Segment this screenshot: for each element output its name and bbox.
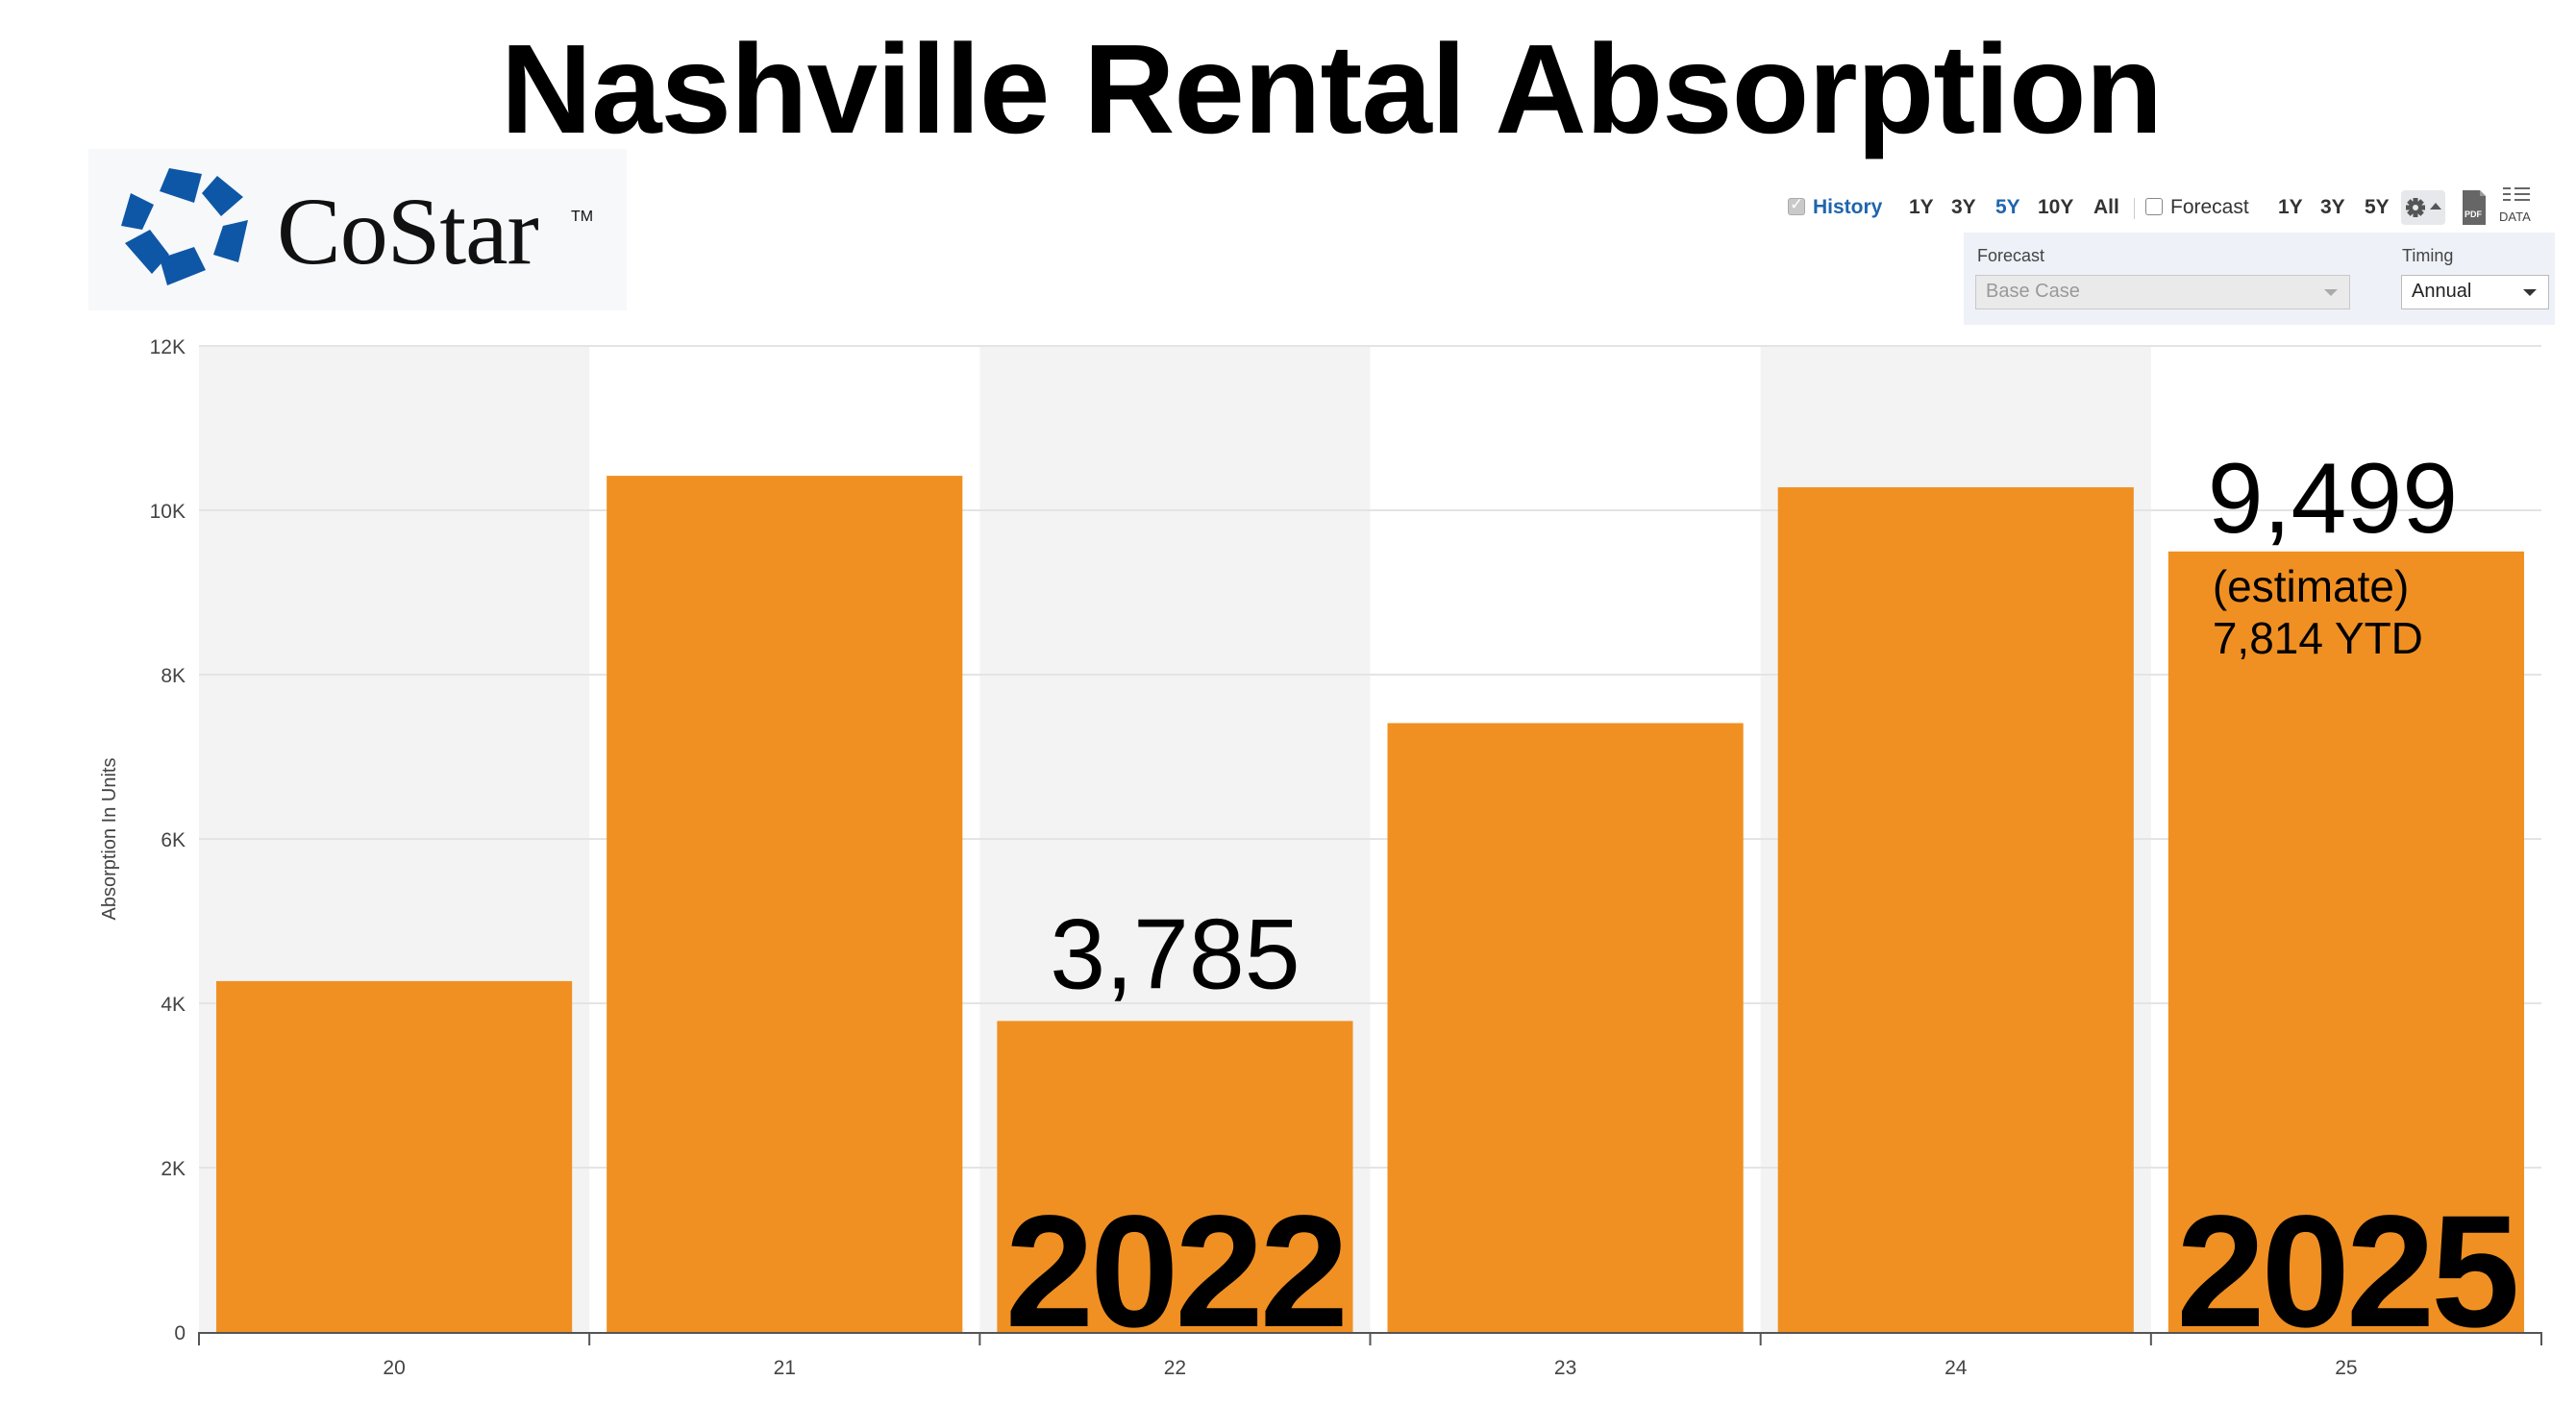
estimate-note-2025: (estimate) bbox=[2213, 561, 2409, 611]
y-tick-label: 10K bbox=[150, 501, 186, 523]
forecast-5y-button[interactable]: 5Y bbox=[2365, 196, 2390, 218]
forecast-filter-label: Forecast bbox=[1977, 246, 2045, 265]
x-tick-label: 21 bbox=[774, 1357, 796, 1379]
chevron-down-icon bbox=[2523, 289, 2537, 296]
filter-panel: Forecast Base Case Timing Annual bbox=[1964, 233, 2555, 325]
data-icon bbox=[2503, 187, 2530, 201]
ytd-note-2025: 7,814 YTD bbox=[2213, 613, 2423, 663]
x-tick-label: 22 bbox=[1164, 1357, 1186, 1379]
year-label-2022: 2022 bbox=[1005, 1183, 1345, 1361]
forecast-checkbox[interactable] bbox=[2145, 198, 2163, 215]
timing-select-value: Annual bbox=[2412, 281, 2472, 302]
history-all-button[interactable]: All bbox=[2093, 196, 2119, 218]
year-label-2025: 2025 bbox=[2176, 1183, 2515, 1361]
page-title: Nashville Rental Absorption bbox=[500, 18, 2163, 160]
forecast-label[interactable]: Forecast bbox=[2170, 196, 2249, 218]
bar-23 bbox=[1387, 723, 1744, 1332]
x-tick-label: 20 bbox=[383, 1357, 405, 1379]
data-label-2025: 9,499 bbox=[2208, 443, 2458, 555]
x-tick-label: 23 bbox=[1554, 1357, 1576, 1379]
bar-22 bbox=[997, 1021, 1353, 1332]
y-tick-label: 4K bbox=[161, 994, 186, 1016]
forecast-3y-button[interactable]: 3Y bbox=[2320, 196, 2345, 218]
history-1y-button[interactable]: 1Y bbox=[1909, 196, 1934, 218]
forecast-1y-button[interactable]: 1Y bbox=[2278, 196, 2303, 218]
gear-icon bbox=[2406, 198, 2441, 217]
costar-logo: CoStar TM bbox=[88, 149, 627, 310]
pdf-export-button[interactable]: PDF bbox=[2461, 188, 2488, 227]
data-label-2022: 3,785 bbox=[1050, 899, 1300, 1010]
y-tick-label: 6K bbox=[161, 829, 186, 851]
forecast-select-value: Base Case bbox=[1986, 281, 2080, 302]
timing-select[interactable]: Annual bbox=[2401, 275, 2549, 309]
chevron-down-icon bbox=[2324, 289, 2338, 296]
bar-20 bbox=[216, 980, 573, 1332]
timing-filter-label: Timing bbox=[2402, 246, 2454, 265]
x-tick-label: 24 bbox=[1944, 1357, 1968, 1379]
toolbar-divider bbox=[2134, 198, 2135, 219]
history-label[interactable]: History bbox=[1813, 196, 1883, 218]
settings-button[interactable] bbox=[2401, 190, 2445, 225]
y-tick-label: 12K bbox=[150, 336, 186, 358]
costar-star-icon bbox=[121, 168, 248, 285]
pdf-icon bbox=[2463, 190, 2486, 225]
y-tick-label: 0 bbox=[174, 1322, 186, 1344]
data-export-button[interactable]: DATA bbox=[2497, 183, 2536, 227]
history-10y-button[interactable]: 10Y bbox=[2038, 196, 2074, 218]
logo-wordmark: CoStar bbox=[277, 178, 539, 284]
bar-21 bbox=[607, 476, 963, 1333]
x-tick-label: 25 bbox=[2335, 1357, 2357, 1379]
data-label: DATA bbox=[2499, 210, 2531, 224]
history-5y-button[interactable]: 5Y bbox=[1995, 196, 2020, 218]
y-tick-label: 8K bbox=[161, 665, 186, 687]
forecast-select[interactable]: Base Case bbox=[1975, 275, 2350, 309]
y-tick-label: 2K bbox=[161, 1158, 186, 1180]
bar-25 bbox=[2167, 551, 2524, 1332]
pdf-label: PDF bbox=[2465, 210, 2482, 219]
history-3y-button[interactable]: 3Y bbox=[1951, 196, 1976, 218]
logo-trademark: TM bbox=[571, 209, 594, 225]
bar-24 bbox=[1777, 487, 2134, 1332]
y-axis-title: Absorption In Units bbox=[99, 758, 120, 921]
history-checkbox[interactable] bbox=[1788, 195, 1805, 215]
